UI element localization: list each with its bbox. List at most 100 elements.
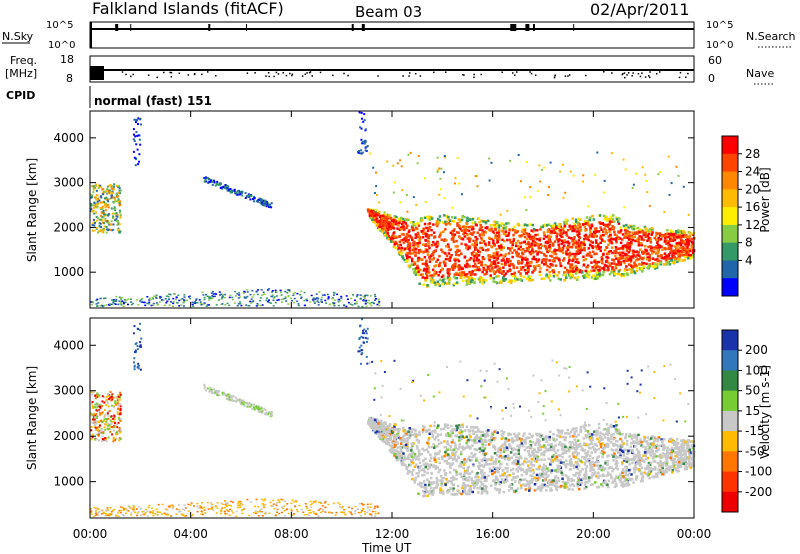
data-cell	[274, 289, 277, 292]
data-cell	[623, 254, 627, 257]
data-cell	[513, 462, 516, 465]
data-cell	[626, 268, 629, 271]
data-cell	[381, 226, 384, 230]
data-cell	[152, 302, 155, 305]
data-cell	[582, 255, 585, 258]
data-cell	[396, 227, 399, 230]
data-cell	[664, 255, 668, 258]
data-cell	[96, 305, 99, 307]
data-cell	[345, 295, 348, 297]
data-cell	[255, 305, 258, 307]
data-cell	[446, 258, 449, 261]
data-cell	[630, 234, 634, 238]
data-cell	[475, 258, 479, 261]
data-cell	[476, 231, 479, 234]
data-cell	[90, 208, 93, 211]
data-cell	[140, 507, 143, 510]
data-cell	[514, 276, 518, 279]
data-cell	[362, 503, 365, 506]
data-cell	[263, 504, 266, 506]
data-cell	[545, 268, 549, 272]
data-cell	[611, 266, 614, 269]
data-cell	[689, 256, 692, 260]
data-cell	[528, 223, 532, 226]
data-cell	[549, 235, 553, 238]
data-cell	[649, 238, 653, 241]
data-cell	[569, 273, 573, 277]
data-cell	[208, 178, 211, 181]
data-cell	[559, 231, 562, 235]
data-cell	[227, 510, 230, 512]
data-cell	[371, 210, 374, 213]
data-cell	[282, 298, 285, 300]
data-cell	[622, 468, 625, 471]
data-cell	[456, 245, 459, 248]
data-cell	[597, 242, 600, 246]
data-cell	[520, 234, 524, 237]
data-cell	[482, 220, 485, 223]
data-cell	[91, 404, 94, 407]
data-cell	[538, 476, 541, 480]
data-cell	[411, 227, 414, 230]
data-cell	[383, 232, 387, 236]
data-cell	[98, 511, 101, 513]
data-cell	[155, 294, 158, 296]
data-cell	[247, 403, 250, 406]
data-cell	[95, 510, 97, 512]
data-cell	[537, 242, 541, 246]
data-cell	[294, 504, 296, 507]
data-cell	[473, 221, 477, 224]
data-cell	[611, 226, 615, 229]
data-cell	[300, 297, 303, 300]
data-cell	[588, 218, 591, 221]
data-cell	[470, 271, 473, 274]
data-cell	[96, 406, 99, 409]
data-cell	[239, 506, 242, 508]
data-cell	[99, 222, 102, 225]
data-cell	[619, 251, 622, 254]
data-cell	[663, 257, 667, 260]
colorbar-segment	[722, 189, 738, 208]
data-cell	[528, 237, 532, 240]
data-cell	[625, 249, 629, 252]
data-cell	[539, 445, 543, 449]
data-cell	[116, 397, 119, 400]
data-cell	[265, 512, 268, 515]
data-cell	[98, 409, 101, 412]
data-cell	[250, 194, 253, 197]
data-cell	[226, 509, 229, 511]
data-cell	[406, 210, 409, 213]
data-cell	[658, 232, 662, 235]
data-cell	[367, 506, 369, 509]
freq-tick-top: 18	[60, 53, 74, 66]
data-cell	[387, 222, 390, 225]
data-cell	[308, 512, 311, 514]
data-cell	[507, 222, 510, 225]
colorbar-segment	[722, 171, 738, 190]
data-cell	[448, 219, 452, 222]
data-cell	[484, 249, 488, 252]
data-cell	[272, 297, 275, 299]
data-cell	[622, 158, 625, 161]
data-cell	[526, 268, 529, 272]
data-cell	[330, 512, 333, 514]
data-cell	[571, 252, 574, 256]
nave-point	[513, 74, 516, 76]
data-cell	[287, 303, 290, 305]
data-cell	[531, 468, 535, 472]
data-cell	[483, 458, 487, 462]
data-cell	[374, 219, 377, 222]
data-cell	[542, 277, 546, 280]
data-cell	[498, 266, 502, 270]
data-cell	[278, 500, 281, 502]
data-cell	[389, 240, 393, 243]
data-cell	[487, 241, 491, 244]
data-cell	[119, 189, 122, 192]
data-cell	[536, 238, 539, 241]
data-cell	[241, 503, 244, 506]
data-cell	[468, 258, 471, 261]
data-cell	[114, 219, 117, 222]
data-cell	[364, 149, 367, 152]
data-cell	[550, 230, 553, 233]
data-cell	[412, 268, 415, 271]
